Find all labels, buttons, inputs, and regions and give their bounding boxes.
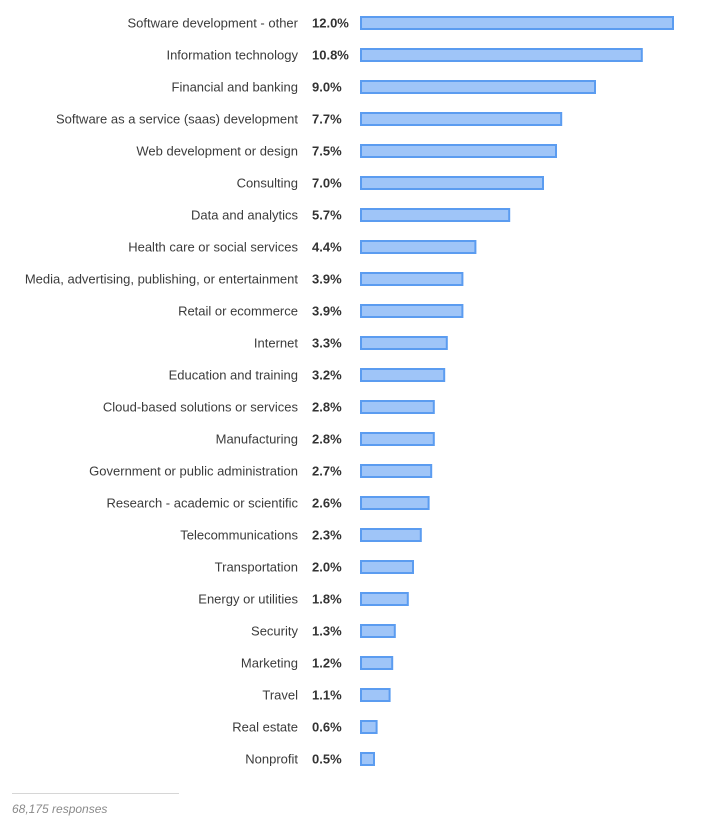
- bar-19: [360, 592, 409, 606]
- bar-7: [360, 208, 511, 222]
- category-label-4: Software as a service (saas) development: [56, 112, 298, 127]
- bar-9: [360, 272, 464, 286]
- response-count: 68,175 responses: [12, 802, 108, 816]
- value-label-22: 1.1%: [312, 688, 342, 703]
- bar-20: [360, 624, 396, 638]
- bar-6: [360, 176, 544, 190]
- category-label-17: Telecommunications: [180, 528, 298, 543]
- value-label-9: 3.9%: [312, 272, 342, 287]
- value-label-14: 2.8%: [312, 432, 342, 447]
- category-label-22: Travel: [262, 688, 298, 703]
- category-label-13: Cloud-based solutions or services: [103, 400, 299, 415]
- category-label-7: Data and analytics: [191, 208, 298, 223]
- value-label-7: 5.7%: [312, 208, 342, 223]
- value-label-18: 2.0%: [312, 560, 342, 575]
- category-label-9: Media, advertising, publishing, or enter…: [25, 272, 299, 287]
- value-label-1: 12.0%: [312, 16, 349, 31]
- category-label-10: Retail or ecommerce: [178, 304, 298, 319]
- bar-3: [360, 80, 596, 94]
- value-label-23: 0.6%: [312, 720, 342, 735]
- bar-2: [360, 48, 643, 62]
- value-label-24: 0.5%: [312, 752, 342, 767]
- bar-11: [360, 336, 448, 350]
- bar-24: [360, 752, 375, 766]
- bar-23: [360, 720, 378, 734]
- category-label-3: Financial and banking: [172, 80, 298, 95]
- bar-13: [360, 400, 435, 414]
- value-label-12: 3.2%: [312, 368, 342, 383]
- value-label-13: 2.8%: [312, 400, 342, 415]
- category-label-5: Web development or design: [136, 144, 298, 159]
- category-label-12: Education and training: [169, 368, 298, 383]
- value-label-6: 7.0%: [312, 176, 342, 191]
- category-label-21: Marketing: [241, 656, 298, 671]
- value-label-20: 1.3%: [312, 624, 342, 639]
- bar-22: [360, 688, 391, 702]
- bar-5: [360, 144, 557, 158]
- value-label-19: 1.8%: [312, 592, 342, 607]
- value-label-3: 9.0%: [312, 80, 342, 95]
- value-label-2: 10.8%: [312, 48, 349, 63]
- bar-10: [360, 304, 464, 318]
- category-label-19: Energy or utilities: [198, 592, 298, 607]
- value-label-8: 4.4%: [312, 240, 342, 255]
- bar-16: [360, 496, 430, 510]
- bar-8: [360, 240, 477, 254]
- category-label-23: Real estate: [232, 720, 298, 735]
- value-label-16: 2.6%: [312, 496, 342, 511]
- bar-1: [360, 16, 674, 30]
- category-label-20: Security: [251, 624, 298, 639]
- value-label-17: 2.3%: [312, 528, 342, 543]
- bar-12: [360, 368, 446, 382]
- category-label-1: Software development - other: [127, 16, 298, 31]
- category-label-14: Manufacturing: [216, 432, 298, 447]
- value-label-4: 7.7%: [312, 112, 342, 127]
- category-label-11: Internet: [254, 336, 298, 351]
- value-label-11: 3.3%: [312, 336, 342, 351]
- value-label-21: 1.2%: [312, 656, 342, 671]
- bar-18: [360, 560, 414, 574]
- value-label-15: 2.7%: [312, 464, 342, 479]
- category-label-16: Research - academic or scientific: [107, 496, 299, 511]
- footer-divider: [12, 793, 179, 794]
- category-label-2: Information technology: [166, 48, 298, 63]
- category-label-8: Health care or social services: [128, 240, 298, 255]
- bar-17: [360, 528, 422, 542]
- bar-21: [360, 656, 394, 670]
- category-label-24: Nonprofit: [245, 752, 298, 767]
- bar-14: [360, 432, 435, 446]
- bar-4: [360, 112, 563, 126]
- bar-chart: Software development - other 12.0% Informa…: [25, 16, 674, 767]
- category-label-18: Transportation: [215, 560, 298, 575]
- bar-15: [360, 464, 433, 478]
- category-label-15: Government or public administration: [89, 464, 298, 479]
- category-label-6: Consulting: [237, 176, 298, 191]
- value-label-10: 3.9%: [312, 304, 342, 319]
- value-label-5: 7.5%: [312, 144, 342, 159]
